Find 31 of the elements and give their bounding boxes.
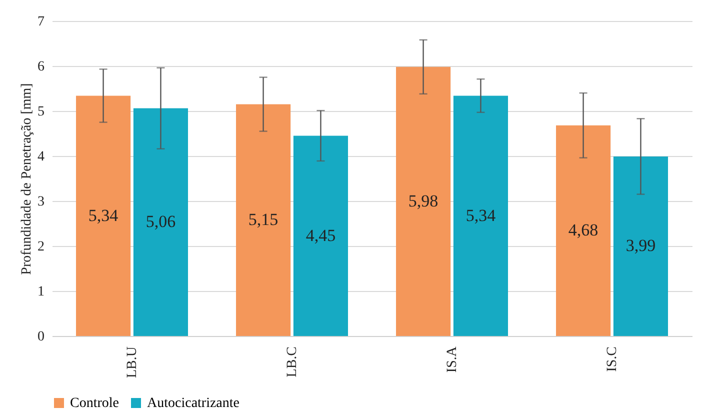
y-tick-label: 0 — [38, 330, 44, 344]
data-label: 5,34 — [88, 206, 119, 225]
legend-label: Autocicatrizante — [147, 396, 240, 411]
bar — [76, 96, 131, 336]
y-axis-title: Profundidade de Penetração [mm] — [20, 83, 34, 275]
data-label: 3,99 — [626, 236, 656, 256]
y-tick-label: 5 — [38, 104, 44, 120]
data-label: 5,15 — [248, 210, 278, 230]
y-tick-label: 4 — [38, 150, 44, 164]
bar — [293, 136, 348, 336]
data-label: 5,34 — [466, 206, 496, 225]
y-tick-label: 6 — [38, 60, 44, 74]
data-label: 4,45 — [306, 226, 336, 245]
bar — [453, 96, 508, 336]
y-tick-label: 7 — [38, 14, 44, 30]
x-tick-label: IS.A — [445, 346, 460, 373]
bar — [613, 156, 668, 336]
bar — [236, 104, 291, 336]
y-tick-label: 3 — [38, 194, 44, 210]
data-label: 5,98 — [408, 191, 438, 210]
data-label: 5,06 — [146, 212, 176, 232]
bar — [133, 108, 188, 336]
bar — [396, 66, 451, 336]
legend-label: Controle — [70, 396, 119, 411]
x-tick-label: IS.C — [605, 346, 620, 372]
y-tick-label: 2 — [38, 240, 44, 254]
data-label: 4,68 — [568, 220, 598, 240]
bar — [556, 125, 611, 336]
y-tick-label: 1 — [38, 284, 44, 300]
x-tick-label: LB.U — [125, 346, 140, 378]
x-tick-label: LB.C — [285, 346, 300, 378]
